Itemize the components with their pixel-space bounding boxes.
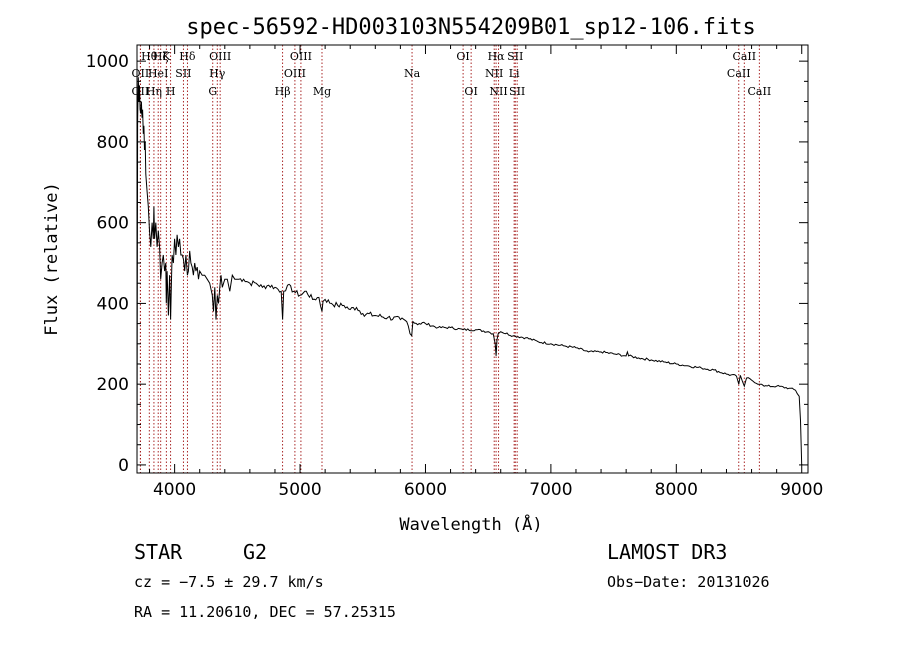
x-tick-label: 7000: [529, 480, 572, 500]
line-label: OII: [132, 67, 150, 80]
x-tick-label: 8000: [655, 480, 698, 500]
line-label: SII: [175, 67, 191, 80]
redshift-cz: cz = −7.5 ± 29.7 km/s: [134, 573, 324, 591]
y-tick-label: 200: [97, 375, 129, 395]
x-tick-label: 6000: [404, 480, 447, 500]
line-label: Hθ: [141, 50, 158, 63]
line-label: K: [162, 50, 171, 63]
line-label: Hα: [488, 50, 506, 63]
line-label: SII: [509, 85, 525, 98]
y-tick-label: 400: [97, 294, 129, 314]
line-label: OI: [464, 85, 477, 98]
object-class: STAR: [134, 540, 183, 564]
y-axis-label: Flux (relative): [42, 182, 62, 336]
object-subclass: G2: [243, 540, 268, 564]
line-label: SII: [507, 50, 523, 63]
line-label: OI: [456, 50, 469, 63]
line-label: OIII: [290, 50, 312, 63]
line-label: H: [166, 85, 176, 98]
line-label: OIII: [284, 67, 306, 80]
line-label: Hβ: [275, 85, 291, 98]
line-label: CaII: [727, 67, 751, 80]
line-label: G: [208, 85, 217, 98]
line-markers: [139, 45, 760, 473]
observation-date: Obs−Date: 20131026: [607, 573, 770, 591]
x-tick-label: 4000: [153, 480, 196, 500]
chart-title: spec-56592-HD003103N554209B01_sp12-106.f…: [186, 15, 756, 40]
y-axis: 0 200 400 600 800 1000: [86, 52, 808, 476]
line-label: Hγ: [209, 67, 226, 80]
line-label: Mg: [313, 85, 331, 98]
x-tick-label: 9000: [780, 480, 823, 500]
line-label: Hη: [146, 85, 162, 98]
line-label: Hζ: [153, 50, 169, 63]
sky-coordinates: RA = 11.20610, DEC = 57.25315: [134, 603, 396, 621]
line-label: Li: [509, 67, 520, 80]
survey-name: LAMOST DR3: [607, 540, 728, 564]
y-tick-label: 800: [97, 133, 129, 153]
x-axis-label: Wavelength (Å): [399, 513, 542, 535]
line-label: Hδ: [179, 50, 196, 63]
line-label: NII: [485, 67, 503, 80]
line-label: OII: [132, 85, 150, 98]
y-tick-label: 0: [118, 456, 129, 476]
line-label: CaII: [748, 85, 772, 98]
line-labels: OII OII Hθ Hη HeI HζK H SII Hδ G Hγ OIII Hβ OIII OIII M…: [132, 50, 772, 98]
spectrum-line: [136, 77, 803, 465]
line-label: Na: [404, 67, 421, 80]
line-label: OIII: [209, 50, 231, 63]
x-tick-label: 5000: [278, 480, 321, 500]
x-axis: 4000 5000 6000 7000 8000 9000: [149, 45, 823, 500]
line-label: CaII: [732, 50, 756, 63]
y-tick-label: 600: [97, 214, 129, 234]
line-label: HeI: [148, 67, 168, 80]
plot-frame: [136, 44, 809, 474]
line-label: NII: [489, 85, 507, 98]
y-tick-label: 1000: [86, 52, 129, 72]
